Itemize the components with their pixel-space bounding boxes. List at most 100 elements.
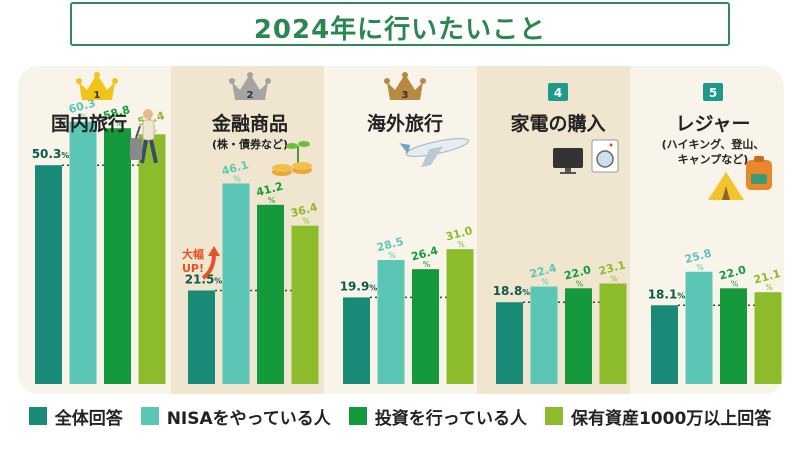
data-label-unit: % xyxy=(80,113,88,122)
data-label: 18.1% xyxy=(648,287,686,301)
annotation-text-2: UP! xyxy=(182,262,204,275)
rank-number: 3 xyxy=(402,90,409,101)
bar xyxy=(69,121,97,384)
bar xyxy=(35,165,62,384)
bar xyxy=(222,183,250,384)
legend-label-investor: 投資を行っている人 xyxy=(374,408,527,429)
data-label-unit: % xyxy=(233,174,241,183)
crown-dot xyxy=(247,72,253,78)
data-label-unit: % xyxy=(457,240,465,249)
category-label: 海外旅行 xyxy=(367,112,443,135)
plant-coins-icon xyxy=(272,141,312,176)
traveler-leg xyxy=(140,139,148,164)
crown-dot xyxy=(94,72,100,78)
data-label-unit: % xyxy=(765,283,773,292)
data-label-unit: % xyxy=(302,217,310,226)
data-label-unit: % xyxy=(576,279,584,288)
data-label-unit: % xyxy=(61,151,69,160)
annotation-arrow-shaft xyxy=(201,253,216,280)
data-label: 22.0% xyxy=(563,263,593,288)
rank-badge xyxy=(548,83,568,101)
rank-number: 2 xyxy=(247,90,254,101)
data-label-unit: % xyxy=(388,251,396,260)
washing-machine-icon xyxy=(591,139,619,173)
data-label-unit: % xyxy=(696,263,704,272)
data-label: 22.4% xyxy=(528,261,558,286)
rank-badge xyxy=(703,83,723,101)
category-sublabel: (ハイキング、登山、 xyxy=(662,137,765,151)
data-label-unit: % xyxy=(115,119,123,128)
crown-dot xyxy=(229,78,235,84)
legend-swatch-assets xyxy=(544,407,563,425)
legend-item-total: 全体回答 xyxy=(28,404,123,429)
data-label: 22.0% xyxy=(718,263,748,288)
tv-stand xyxy=(565,168,571,172)
bar xyxy=(599,283,627,384)
legend-swatch-investor xyxy=(348,407,367,425)
airplane-wing xyxy=(421,146,444,168)
crown-dot xyxy=(112,78,118,84)
bar xyxy=(377,260,405,384)
rank-number: 4 xyxy=(554,86,562,100)
legend-item-assets: 保有資産1000万以上回答 xyxy=(544,404,771,429)
data-label-value: 19.9% xyxy=(340,279,378,293)
data-label-value: 50.3% xyxy=(32,147,70,161)
crown-shape xyxy=(387,74,423,100)
airplane-icon xyxy=(399,138,470,168)
traveler-head xyxy=(143,109,153,119)
coin xyxy=(272,164,292,172)
legend-item-investor: 投資を行っている人 xyxy=(348,404,527,429)
rank-number: 5 xyxy=(709,86,717,100)
data-label-unit: % xyxy=(677,291,685,300)
bar xyxy=(138,134,166,384)
tv-screen xyxy=(553,148,583,168)
bar xyxy=(412,269,439,384)
data-label: 26.4% xyxy=(410,244,440,269)
data-label: 28.5% xyxy=(375,235,405,260)
bar xyxy=(530,286,558,384)
bar xyxy=(343,297,370,384)
bar xyxy=(104,128,131,384)
crown-gold-icon xyxy=(76,72,118,100)
washer-door xyxy=(596,150,614,168)
category-label: 国内旅行 xyxy=(51,112,127,135)
bar xyxy=(685,271,713,384)
legend-swatch-nisa xyxy=(140,407,159,425)
data-label: 19.9% xyxy=(340,279,378,293)
category-sublabel: (株・債券など) xyxy=(212,137,288,151)
tv-icon xyxy=(553,148,583,174)
bar xyxy=(257,204,284,384)
data-label: 31.0% xyxy=(444,224,474,249)
data-label-unit: % xyxy=(522,288,530,297)
data-label: 50.3% xyxy=(32,147,70,161)
legend: 全体回答 NISAをやっている人 投資を行っている人 保有資産1000万以上回答 xyxy=(0,398,800,434)
data-label: 25.8% xyxy=(683,247,713,272)
airplane-tail xyxy=(399,143,411,154)
bar xyxy=(291,225,319,384)
data-label-unit: % xyxy=(731,279,739,288)
traveler-icon xyxy=(130,109,158,164)
crown-dot xyxy=(402,72,408,78)
data-label: 23.1% xyxy=(597,258,627,283)
suitcase-handle xyxy=(135,125,141,139)
data-label-value: 21.5% xyxy=(185,272,223,286)
legend-swatch-total xyxy=(28,407,47,425)
legend-item-nisa: NISAをやっている人 xyxy=(140,404,331,429)
crown-dot xyxy=(384,78,390,84)
crown-dot xyxy=(420,78,426,84)
data-label-unit: % xyxy=(541,278,549,287)
traveler-body xyxy=(142,119,155,141)
data-label: 36.4% xyxy=(289,200,319,225)
coin xyxy=(292,162,312,170)
annotation-arrow-head xyxy=(208,246,220,256)
plant-leaf xyxy=(298,141,310,147)
data-label-unit: % xyxy=(268,196,276,205)
category-label: 金融商品 xyxy=(211,112,288,135)
bar xyxy=(446,249,474,384)
crown-silver-icon xyxy=(229,72,271,100)
bar xyxy=(565,288,592,384)
backpack-pocket xyxy=(751,174,767,184)
